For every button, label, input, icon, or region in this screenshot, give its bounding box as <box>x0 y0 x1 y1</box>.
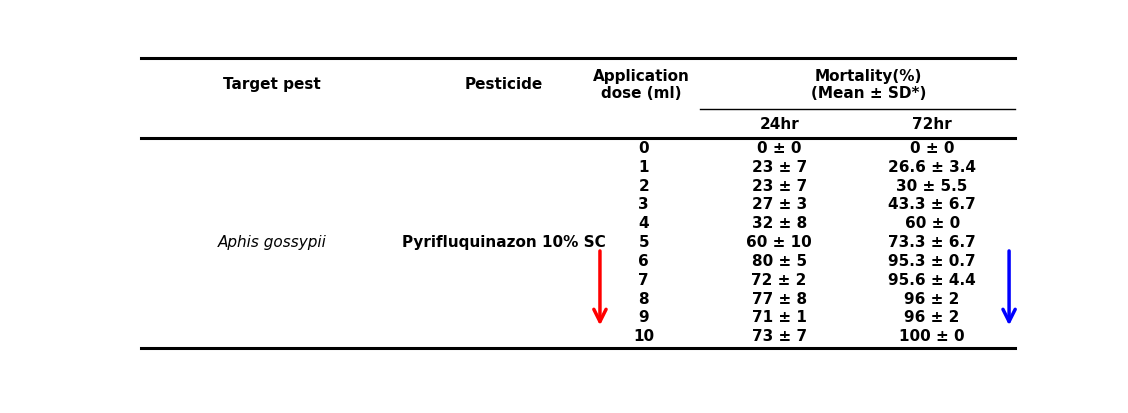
Text: 73.3 ± 6.7: 73.3 ± 6.7 <box>888 235 976 249</box>
Text: Pyrifluquinazon 10% SC: Pyrifluquinazon 10% SC <box>402 235 606 249</box>
Text: 24hr: 24hr <box>759 117 799 132</box>
Text: 80 ± 5: 80 ± 5 <box>751 253 807 268</box>
Text: 0 ± 0: 0 ± 0 <box>910 140 954 155</box>
Text: 60 ± 0: 60 ± 0 <box>905 216 960 230</box>
Text: 10: 10 <box>633 328 654 343</box>
Text: 9: 9 <box>638 310 649 325</box>
Text: 60 ± 10: 60 ± 10 <box>747 235 812 249</box>
Text: 43.3 ± 6.7: 43.3 ± 6.7 <box>888 197 976 212</box>
Text: 6: 6 <box>638 253 649 268</box>
Text: 32 ± 8: 32 ± 8 <box>751 216 807 230</box>
Text: 1: 1 <box>638 159 649 174</box>
Text: 72 ± 2: 72 ± 2 <box>751 272 807 287</box>
Text: 8: 8 <box>638 291 649 306</box>
Text: 30 ± 5.5: 30 ± 5.5 <box>897 178 968 193</box>
Text: Target pest: Target pest <box>223 77 321 92</box>
Text: 3: 3 <box>638 197 649 212</box>
Text: 27 ± 3: 27 ± 3 <box>751 197 807 212</box>
Text: 23 ± 7: 23 ± 7 <box>751 159 807 174</box>
Text: 2: 2 <box>638 178 649 193</box>
Text: 0 ± 0: 0 ± 0 <box>757 140 801 155</box>
Text: 71 ± 1: 71 ± 1 <box>751 310 807 325</box>
Text: Mortality(%)
(Mean ± SD*): Mortality(%) (Mean ± SD*) <box>811 69 926 101</box>
Text: 23 ± 7: 23 ± 7 <box>751 178 807 193</box>
Text: 77 ± 8: 77 ± 8 <box>751 291 807 306</box>
Text: Aphis gossypii: Aphis gossypii <box>218 235 327 249</box>
Text: Pesticide: Pesticide <box>465 77 543 92</box>
Text: Application
dose (ml): Application dose (ml) <box>593 69 690 101</box>
Text: 7: 7 <box>638 272 649 287</box>
Text: 26.6 ± 3.4: 26.6 ± 3.4 <box>888 159 976 174</box>
Text: 72hr: 72hr <box>913 117 952 132</box>
Text: 73 ± 7: 73 ± 7 <box>751 328 807 343</box>
Text: 5: 5 <box>638 235 649 249</box>
Text: 96 ± 2: 96 ± 2 <box>905 310 960 325</box>
Text: 95.3 ± 0.7: 95.3 ± 0.7 <box>889 253 976 268</box>
Text: 96 ± 2: 96 ± 2 <box>905 291 960 306</box>
Text: 4: 4 <box>638 216 649 230</box>
Text: 95.6 ± 4.4: 95.6 ± 4.4 <box>888 272 976 287</box>
Text: 0: 0 <box>638 140 649 155</box>
Text: 100 ± 0: 100 ± 0 <box>899 328 964 343</box>
